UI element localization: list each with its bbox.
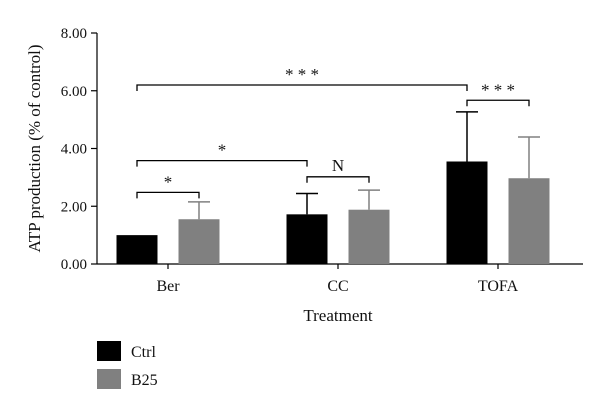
x-tick-label: Ber [156,278,180,295]
legend-swatch-b25 [97,369,121,389]
bar-tofa-ctrl [446,161,488,264]
y-tick-label: 6.00 [61,84,87,100]
significance-bracket [466,99,530,107]
chart-bars [116,111,550,264]
significance-bracket [306,176,370,183]
legend-label-b25: B25 [131,372,158,389]
bar-cc-b25 [348,209,390,264]
chart-legend: Ctrl B25 [97,341,158,389]
y-tick-label: 8.00 [61,26,87,42]
bar-ber-ctrl [116,235,158,264]
significance-bracket [136,84,468,91]
significance-label: * * * [481,80,515,99]
x-tick-label: TOFA [478,278,519,295]
legend-swatch-ctrl [97,341,121,361]
y-tick-label: 4.00 [61,142,87,158]
significance-bracket [136,159,308,167]
significance-label: N [332,156,344,175]
chart-axes: 0.00 2.00 4.00 6.00 8.00 Ber CC TOFA Treatment AT… [25,26,583,325]
significance-label: * [164,172,173,191]
x-axis-title: Treatment [303,306,373,325]
x-tick-label: CC [327,278,348,295]
significance-bracket [136,191,200,199]
y-tick-label: 2.00 [61,199,87,215]
legend-label-ctrl: Ctrl [131,344,156,361]
bar-cc-ctrl [286,214,328,264]
bar-ber-b25 [178,219,220,264]
bar-tofa-b25 [508,178,550,264]
significance-label: * * * [285,65,319,84]
significance-label: * [218,141,227,160]
significance-annotations: * N * * * * * * * [136,65,530,199]
y-tick-label: 0.00 [61,257,87,273]
y-axis-title: ATP production (% of control) [25,44,44,252]
